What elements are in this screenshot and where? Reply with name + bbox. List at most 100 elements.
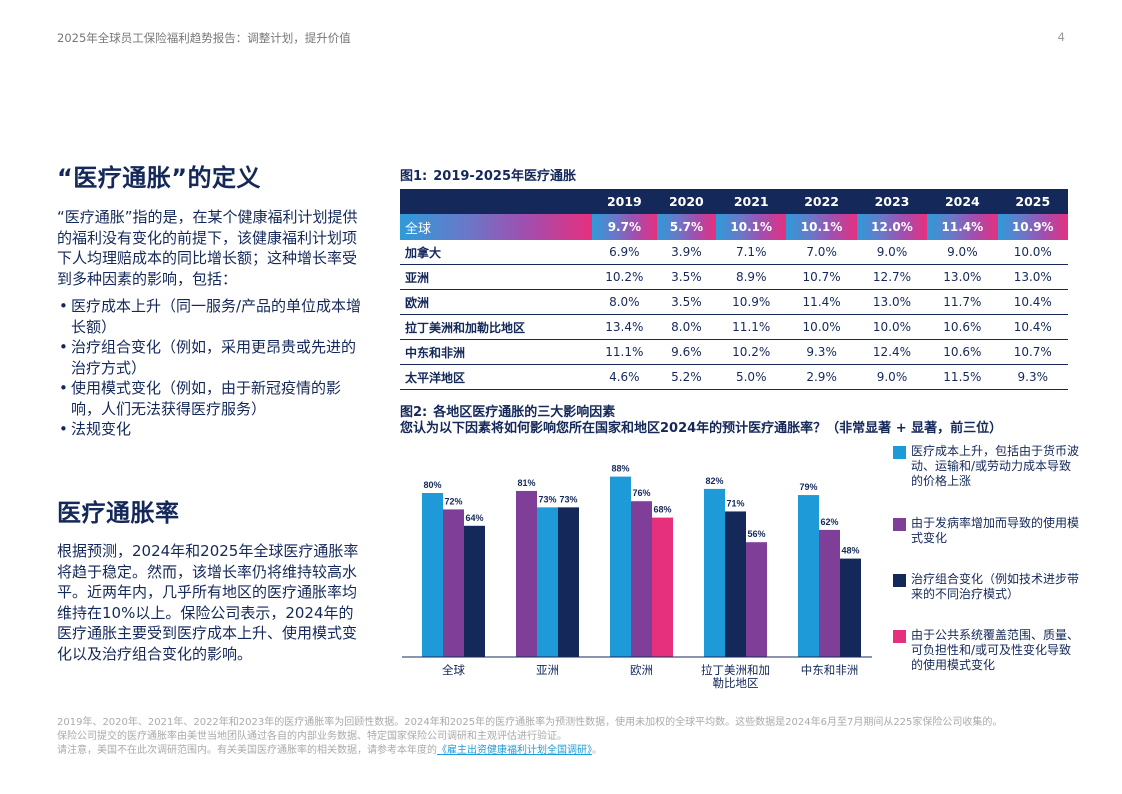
data-label: 72%	[444, 496, 462, 506]
legend-item: 由于公共系统覆盖范围、质量、可负担性和/或可及性变化导致的使用模式变化	[893, 628, 1081, 673]
table-header-year: 2020	[656, 189, 717, 214]
definition-paragraph: “医疗通胀”指的是，在某个健康福利计划提供的福利没有变化的前提下，该健康福利计划…	[57, 208, 358, 288]
category-label: 全球	[442, 663, 465, 677]
table-cell: 10.6%	[927, 314, 998, 340]
table-cell: 9.3%	[786, 339, 857, 365]
table-header-year: 2025	[997, 189, 1068, 214]
category-label: 中东和非洲	[801, 663, 859, 677]
bar	[464, 525, 485, 657]
table-cell: 10.1%	[786, 214, 857, 240]
table-cell: 9.0%	[856, 240, 928, 265]
figure1-title: 图1: 2019-2025年医疗通胀	[400, 165, 576, 184]
table-cell: 10.1%	[716, 214, 787, 240]
table-header-row: 2019 2020 2021 2022 2023 2024 2025	[400, 189, 1068, 214]
survey-link[interactable]: 《雇主出资健康福利计划全国调研》	[437, 745, 592, 756]
bar	[537, 507, 558, 657]
table-cell: 10.4%	[997, 289, 1068, 315]
figure1-label: 图1:	[400, 169, 428, 184]
figure1-title-text: 2019-2025年医疗通胀	[433, 169, 577, 184]
data-label: 80%	[423, 480, 441, 490]
table-header-year: 2019	[592, 189, 657, 214]
data-label: 62%	[820, 517, 838, 527]
table-cell: 13.0%	[927, 264, 998, 290]
table-cell: 12.4%	[856, 339, 928, 365]
category-label: 亚洲	[536, 663, 559, 677]
table-header-year: 2022	[786, 189, 857, 214]
table-cell: 10.4%	[997, 314, 1068, 340]
table-cell: 12.7%	[856, 264, 928, 290]
table-header-year: 2024	[927, 189, 998, 214]
bar	[819, 529, 840, 657]
legend-item: 由于发病率增加而导致的使用模式变化	[893, 516, 1081, 546]
table-row-global: 全球 9.7% 5.7% 10.1% 10.1% 12.0% 11.4% 10.9%	[400, 214, 1068, 240]
report-title: 2025年全球员工保险福利趋势报告：调整计划，提升价值	[57, 31, 351, 45]
bar	[610, 476, 631, 657]
bar	[798, 495, 819, 657]
table-cell: 8.0%	[656, 314, 717, 340]
table-cell: 10.2%	[716, 339, 787, 365]
table-cell: 12.0%	[856, 214, 928, 240]
legend-label: 由于发病率增加而导致的使用模式变化	[911, 516, 1080, 545]
data-label: 48%	[841, 546, 859, 556]
bar	[516, 490, 537, 657]
table-cell: 9.0%	[927, 240, 998, 265]
legend-swatch	[893, 446, 906, 459]
data-label: 68%	[653, 505, 671, 515]
data-label: 73%	[559, 494, 577, 504]
data-label: 88%	[611, 464, 629, 474]
data-label: 73%	[538, 494, 556, 504]
table-cell: 13.4%	[592, 314, 657, 340]
region-name: 加拿大	[400, 240, 592, 265]
bar	[746, 542, 767, 657]
category-label: 勒比地区	[713, 676, 759, 690]
bar	[631, 501, 652, 657]
table-cell: 10.7%	[997, 339, 1068, 365]
table-cell: 10.0%	[786, 314, 857, 340]
table-cell: 5.2%	[656, 364, 717, 390]
table-row: 加拿大 6.9% 3.9% 7.1% 7.0% 9.0% 9.0% 10.0%	[400, 240, 1068, 265]
data-label: 82%	[705, 476, 723, 486]
table-row: 欧洲 8.0% 3.5% 10.9% 11.4% 13.0% 11.7% 10.4%	[400, 289, 1068, 315]
bar	[704, 488, 725, 657]
table-cell: 8.0%	[592, 289, 657, 315]
table-cell: 11.4%	[786, 289, 857, 315]
data-label: 81%	[517, 478, 535, 488]
category-label: 欧洲	[630, 663, 653, 677]
list-item: 法规变化	[57, 419, 367, 440]
table-cell: 13.0%	[997, 264, 1068, 290]
section-heading-definition: “医疗通胀”的定义	[57, 164, 262, 192]
footnote-text: 。	[592, 745, 602, 756]
table-cell: 10.2%	[592, 264, 657, 290]
table-cell: 10.9%	[997, 214, 1068, 240]
legend-swatch	[893, 574, 906, 587]
legend-item: 医疗成本上升，包括由于货币波动、运输和/或劳动力成本导致的价格上涨	[893, 444, 1081, 489]
figure2-subtitle: 您认为以下因素将如何影响您所在国家和地区2024年的预计医疗通胀率？（非常显著 …	[400, 421, 1003, 436]
table-cell: 9.6%	[656, 339, 717, 365]
footnotes: 2019年、2020年、2021年、2022年和2023年的医疗通胀率为回顾性数…	[57, 716, 1067, 758]
figure2-title-text: 各地区医疗通胀的三大影响因素	[433, 405, 616, 420]
table-cell: 11.5%	[927, 364, 998, 390]
bar	[840, 558, 861, 657]
table-cell: 9.3%	[997, 364, 1068, 390]
list-item: 治疗组合变化（例如，采用更昂贵或先进的治疗方式）	[57, 337, 367, 378]
region-name: 拉丁美洲和加勒比地区	[400, 314, 592, 340]
factor-list: 医疗成本上升（同一服务/产品的单位成本增长额） 治疗组合变化（例如，采用更昂贵或…	[57, 296, 367, 440]
footnote-line: 保险公司提交的医疗通胀率由美世当地团队通过各自的内部业务数据、特定国家保险公司调…	[57, 731, 567, 742]
legend-swatch	[893, 518, 906, 531]
table-cell: 5.0%	[716, 364, 787, 390]
rate-paragraph: 根据预测，2024年和2025年全球医疗通胀率将趋于稳定。然而，该增长率仍将维持…	[57, 542, 359, 663]
table-cell: 3.9%	[656, 240, 717, 265]
region-name: 亚洲	[400, 264, 592, 290]
figure2-title: 图2: 各地区医疗通胀的三大影响因素	[400, 401, 615, 420]
legend-label: 治疗组合变化（例如技术进步带来的不同治疗模式）	[911, 572, 1080, 601]
table-row: 中东和非洲 11.1% 9.6% 10.2% 9.3% 12.4% 10.6% 10.7%	[400, 339, 1068, 365]
region-name: 全球	[400, 214, 592, 240]
table-cell: 11.7%	[927, 289, 998, 315]
legend-swatch	[893, 630, 906, 643]
region-name: 中东和非洲	[400, 339, 592, 365]
table-cell: 11.1%	[592, 339, 657, 365]
table-cell: 10.6%	[927, 339, 998, 365]
bar	[558, 507, 579, 657]
table-cell: 7.0%	[786, 240, 857, 265]
